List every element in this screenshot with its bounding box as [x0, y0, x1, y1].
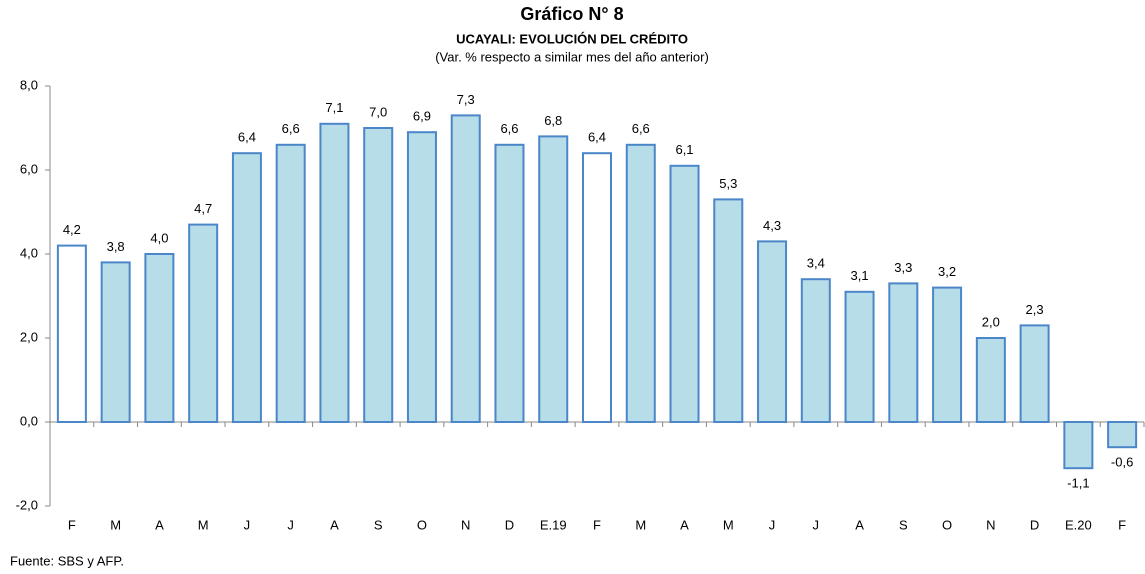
value-label: 7,0 — [369, 104, 387, 119]
bar — [757, 240, 788, 423]
y-tick-label: 6,0 — [20, 161, 38, 176]
x-tick-label: M — [198, 517, 209, 532]
x-tick-label: J — [287, 517, 294, 532]
bar — [100, 261, 131, 423]
x-tick-label: E.20 — [1065, 517, 1092, 532]
bar — [188, 223, 219, 423]
bar — [844, 290, 875, 423]
value-label: 3,8 — [107, 239, 125, 254]
value-label: 6,1 — [675, 142, 693, 157]
bar — [800, 278, 831, 424]
x-tick-label: A — [680, 517, 689, 532]
x-tick-label: A — [855, 517, 864, 532]
x-tick-label: J — [769, 517, 776, 532]
value-label: 3,4 — [807, 256, 825, 271]
bar — [1019, 324, 1050, 423]
x-tick-label: D — [1030, 517, 1039, 532]
x-tick-label: F — [593, 517, 601, 532]
x-tick-label: E.19 — [540, 517, 567, 532]
bar — [275, 143, 306, 424]
value-label: 4,3 — [763, 218, 781, 233]
value-label: 2,0 — [982, 314, 1000, 329]
bar — [450, 114, 481, 424]
chart-subtitle: UCAYALI: EVOLUCIÓN DEL CRÉDITO — [456, 31, 688, 46]
bar — [1107, 421, 1138, 449]
bar — [582, 152, 612, 423]
x-tick-label: S — [899, 517, 908, 532]
bar — [319, 122, 350, 424]
x-tick-label: O — [942, 517, 952, 532]
bar — [975, 337, 1006, 423]
x-tick-label: N — [986, 517, 995, 532]
value-label: 4,2 — [63, 222, 81, 237]
value-label: 7,1 — [325, 100, 343, 115]
x-tick-label: F — [1118, 517, 1126, 532]
value-label: -1,1 — [1067, 476, 1089, 491]
value-label: 6,8 — [544, 113, 562, 128]
bar — [231, 152, 262, 423]
value-label: 4,0 — [150, 230, 168, 245]
bar — [1063, 421, 1094, 470]
y-tick-label: -2,0 — [16, 497, 38, 512]
chart-note: (Var. % respecto a similar mes del año a… — [435, 49, 709, 64]
bar — [363, 127, 394, 423]
bar — [713, 198, 744, 423]
value-label: 6,6 — [500, 121, 518, 136]
value-label: 3,3 — [894, 260, 912, 275]
bar — [56, 244, 87, 423]
x-tick-label: S — [374, 517, 383, 532]
x-tick-label: A — [330, 517, 339, 532]
bar — [888, 282, 919, 423]
value-label: 5,3 — [719, 176, 737, 191]
value-label: 6,4 — [238, 130, 256, 145]
y-tick-label: 4,0 — [20, 245, 38, 260]
value-label: 6,6 — [632, 121, 650, 136]
x-tick-label: M — [635, 517, 646, 532]
x-tick-label: M — [110, 517, 121, 532]
x-tick-label: A — [155, 517, 164, 532]
value-label: 6,4 — [588, 130, 606, 145]
bar — [406, 131, 437, 423]
bar — [932, 286, 963, 423]
value-label: 3,1 — [851, 268, 869, 283]
y-tick-label: 0,0 — [20, 413, 38, 428]
x-tick-label: D — [505, 517, 514, 532]
value-label: 2,3 — [1026, 302, 1044, 317]
y-tick-label: 2,0 — [20, 329, 38, 344]
x-tick-label: O — [417, 517, 427, 532]
value-label: 6,6 — [282, 121, 300, 136]
bar — [538, 135, 569, 423]
value-label: 3,2 — [938, 264, 956, 279]
x-tick-label: M — [723, 517, 734, 532]
x-tick-label: F — [68, 517, 76, 532]
x-tick-label: N — [461, 517, 470, 532]
x-tick-label: J — [813, 517, 820, 532]
bar — [625, 143, 656, 424]
y-tick-label: 8,0 — [20, 77, 38, 92]
value-label: -0,6 — [1111, 455, 1133, 470]
bar — [494, 143, 525, 424]
value-label: 7,3 — [457, 92, 475, 107]
bar — [669, 164, 700, 424]
source: Fuente: SBS y AFP. — [10, 553, 124, 568]
chart-title: Gráfico N° 8 — [520, 4, 623, 24]
bar — [144, 253, 175, 423]
value-label: 4,7 — [194, 201, 212, 216]
value-label: 6,9 — [413, 109, 431, 124]
x-tick-label: J — [244, 517, 251, 532]
